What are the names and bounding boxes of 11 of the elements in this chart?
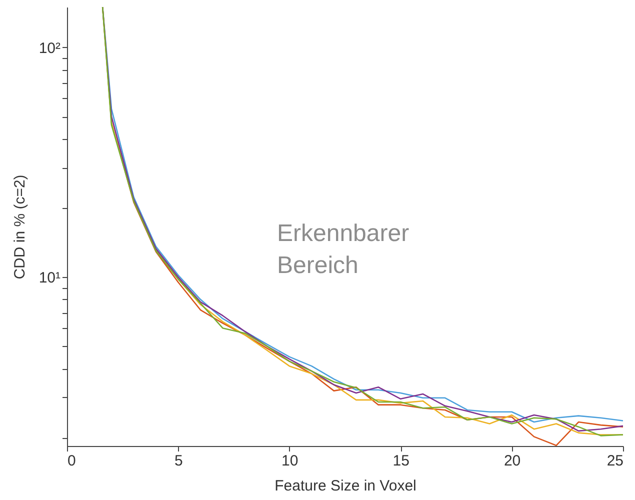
y-axis-title: CDD in % (c=2) bbox=[12, 174, 28, 280]
x-tick-label: 25 bbox=[606, 452, 624, 470]
x-tick-label: 20 bbox=[504, 452, 521, 470]
annotation: Erkennbarer Bereich bbox=[277, 220, 410, 279]
x-axis-title: Feature Size in Voxel bbox=[274, 478, 416, 494]
x-tick-label: 10 bbox=[282, 452, 298, 470]
x-tick-label: 5 bbox=[174, 452, 183, 470]
x-tick-label: 15 bbox=[392, 452, 410, 470]
y-tick-label: 10² bbox=[38, 40, 60, 57]
x-tick-label: 0 bbox=[68, 452, 76, 470]
y-tick-label: 10¹ bbox=[38, 270, 60, 287]
